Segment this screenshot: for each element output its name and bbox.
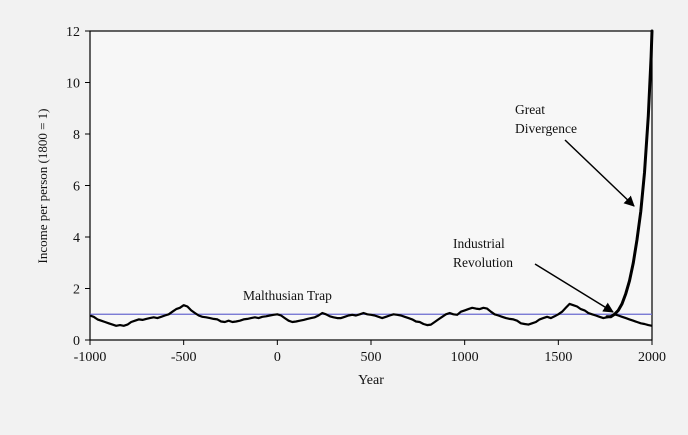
- x-tick-label: -500: [171, 350, 197, 365]
- plot-area: [89, 30, 653, 341]
- y-tick-label: 4: [73, 231, 80, 246]
- x-tick-label: 0: [274, 350, 281, 365]
- x-axis-ticks: -1000 -500 0 500 1000 1500 2000: [74, 340, 666, 365]
- annotation-industrial-revolution-arrow: [534, 263, 614, 313]
- y-tick-label: 8: [73, 128, 80, 143]
- annotation-industrial-revolution-line1: Industrial: [453, 236, 505, 251]
- income-series-line: [89, 302, 653, 327]
- x-tick-label: 1000: [451, 350, 479, 365]
- y-tick-label: 12: [66, 25, 80, 40]
- x-tick-label: 500: [361, 350, 382, 365]
- y-tick-label: 10: [66, 77, 80, 92]
- x-tick-label: 1500: [544, 350, 572, 365]
- y-axis-ticks: 0 2 4 6 8 10 12: [66, 25, 90, 349]
- y-tick-label: 2: [73, 283, 80, 298]
- annotation-malthusian-trap: Malthusian Trap: [243, 288, 332, 303]
- annotation-great-divergence-line1: Great: [515, 102, 545, 117]
- x-tick-label: 2000: [638, 350, 666, 365]
- annotation-great-divergence-arrow: [564, 139, 635, 207]
- y-tick-label: 6: [73, 180, 80, 195]
- annotation-industrial-revolution-line2: Revolution: [453, 255, 513, 270]
- y-tick-label: 0: [73, 334, 80, 349]
- great-divergence-series-line: [605, 29, 654, 319]
- annotation-great-divergence-line2: Divergence: [515, 121, 577, 136]
- x-axis-label: Year: [358, 373, 384, 388]
- y-axis-label: Income per person (1800 = 1): [35, 109, 50, 264]
- annotation-industrial-revolution: Industrial Revolution: [453, 236, 614, 313]
- x-tick-label: -1000: [74, 350, 107, 365]
- annotation-great-divergence: Great Divergence: [515, 102, 635, 207]
